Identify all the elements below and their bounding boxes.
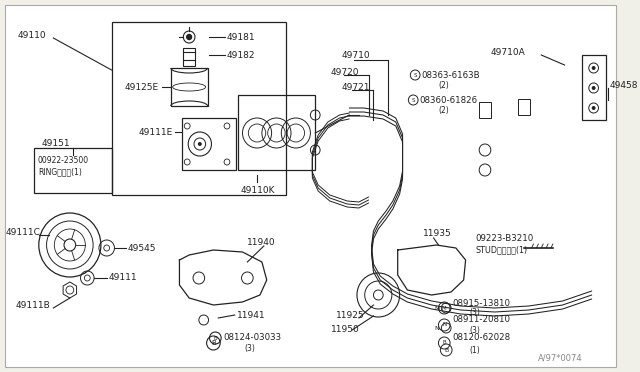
Bar — [111, 22, 286, 195]
Bar — [518, 99, 530, 115]
Text: 08363-6163B: 08363-6163B — [421, 71, 479, 80]
Text: S: S — [413, 73, 417, 77]
Text: (2): (2) — [438, 106, 449, 115]
Text: 11925: 11925 — [335, 311, 364, 320]
Bar — [237, 95, 316, 170]
Text: B: B — [214, 336, 217, 340]
Text: 49721: 49721 — [342, 83, 370, 92]
Text: 49111B: 49111B — [15, 301, 51, 310]
Text: 11935: 11935 — [423, 228, 452, 237]
Text: 49111E: 49111E — [139, 128, 173, 137]
Text: 49110K: 49110K — [241, 186, 275, 195]
Text: 49181: 49181 — [227, 32, 255, 42]
Bar — [183, 48, 195, 66]
Text: N: N — [442, 323, 446, 327]
Text: B: B — [211, 340, 216, 346]
Text: N: N — [435, 326, 440, 330]
Text: 11950: 11950 — [331, 326, 360, 334]
Text: B: B — [444, 347, 449, 353]
Bar — [171, 68, 207, 106]
Text: M: M — [434, 305, 440, 311]
Text: 08120-62028: 08120-62028 — [452, 334, 510, 343]
Text: 49545: 49545 — [128, 244, 157, 253]
Text: (3): (3) — [470, 326, 481, 334]
Text: M: M — [442, 305, 447, 311]
Text: (2): (2) — [438, 80, 449, 90]
Text: 49182: 49182 — [227, 51, 255, 60]
Text: 08360-61826: 08360-61826 — [419, 96, 477, 105]
Text: (1): (1) — [470, 346, 480, 355]
Text: 49710: 49710 — [342, 51, 370, 60]
Text: 49151: 49151 — [42, 138, 70, 148]
Text: 00922-23500: 00922-23500 — [38, 155, 89, 164]
Text: 49125E: 49125E — [124, 83, 158, 92]
Circle shape — [592, 66, 596, 70]
Text: 11941: 11941 — [237, 311, 266, 320]
Text: A/97*0074: A/97*0074 — [538, 353, 583, 362]
Circle shape — [198, 142, 202, 146]
Text: (3): (3) — [244, 343, 255, 353]
Text: 49458: 49458 — [609, 80, 637, 90]
Text: 49720: 49720 — [331, 67, 359, 77]
Text: STUDスタッド(1): STUDスタッド(1) — [476, 246, 527, 254]
Bar — [582, 55, 606, 120]
Text: RINGリング(1): RINGリング(1) — [38, 167, 82, 176]
Text: 49111C: 49111C — [6, 228, 41, 237]
Bar — [182, 118, 236, 170]
Text: 49111: 49111 — [109, 273, 137, 282]
Text: 49110: 49110 — [17, 31, 46, 39]
Text: 09223-B3210: 09223-B3210 — [476, 234, 534, 243]
Bar — [34, 148, 111, 193]
Circle shape — [592, 106, 596, 110]
Text: (3): (3) — [470, 308, 481, 317]
Text: 08124-03033: 08124-03033 — [223, 334, 281, 343]
Text: 11940: 11940 — [247, 237, 276, 247]
Text: B: B — [442, 340, 446, 346]
Text: 08915-13810: 08915-13810 — [452, 298, 510, 308]
Text: 49710A: 49710A — [491, 48, 525, 57]
Circle shape — [592, 86, 596, 90]
Text: 08911-20810: 08911-20810 — [452, 315, 510, 324]
Circle shape — [187, 35, 191, 39]
Bar — [479, 102, 491, 118]
Text: S: S — [412, 97, 415, 103]
